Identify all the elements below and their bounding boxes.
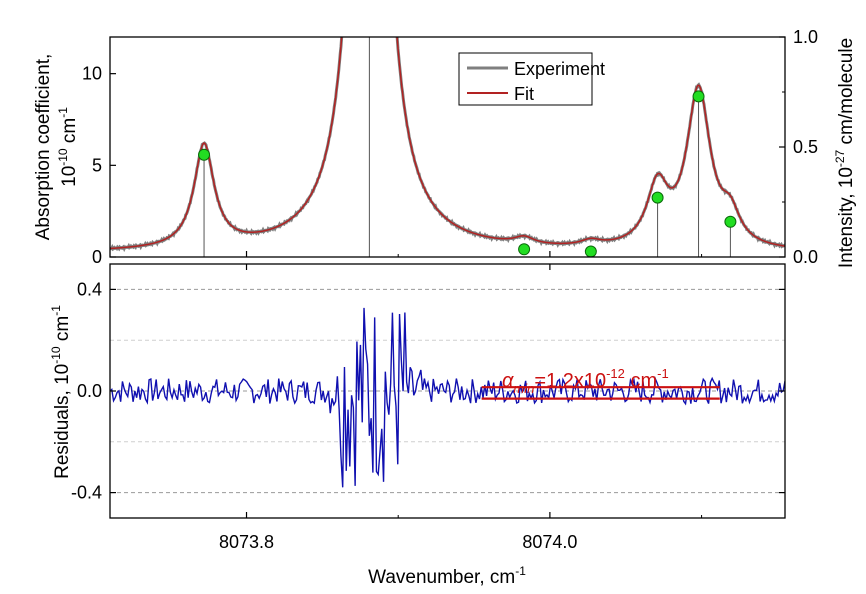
bottom-x-tick-label: 8073.8 bbox=[219, 532, 274, 552]
top-left-tick-label: 10 bbox=[82, 64, 102, 84]
bottom-x-tick-label: 8074.0 bbox=[522, 532, 577, 552]
top-left-tick-label: 5 bbox=[92, 155, 102, 175]
fit-line bbox=[110, 37, 785, 250]
top-left-ylabel-line2: 10-10 cm-1 bbox=[56, 107, 80, 187]
bottom-y-tick-label: 0.4 bbox=[77, 279, 102, 299]
bottom-y-tick-label: 0.0 bbox=[77, 381, 102, 401]
legend: Experiment Fit bbox=[458, 52, 605, 106]
legend-label-experiment: Experiment bbox=[514, 59, 605, 79]
top-left-tick-label: 0 bbox=[92, 247, 102, 267]
top-left-ylabel-line1: Absorption coefficient, bbox=[33, 54, 54, 241]
x-axis-title: Wavenumber, cm-1 bbox=[368, 564, 526, 588]
top-plot-frame bbox=[109, 36, 786, 258]
top-panel: 0 5 10 0.0 0.5 1.0 Experiment Fit Absorption … bbox=[33, 27, 857, 268]
intensity-marker bbox=[584, 245, 597, 257]
intensity-marker bbox=[692, 90, 705, 103]
legend-box bbox=[458, 52, 593, 106]
intensity-marker bbox=[651, 191, 664, 204]
alpha-min-annotation: αmin=1.2x10-12 cm-1 bbox=[502, 366, 669, 396]
top-right-tick-label: 0.5 bbox=[793, 137, 818, 157]
top-right-tick-label: 0.0 bbox=[793, 247, 818, 267]
top-right-ylabel: Intensity, 10-27 cm/molecule bbox=[833, 38, 857, 268]
bottom-ylabel: Residuals, 10-10 cm-1 bbox=[49, 305, 73, 479]
intensity-marker bbox=[198, 148, 211, 161]
intensity-marker bbox=[724, 215, 737, 228]
top-right-tick-label: 1.0 bbox=[793, 27, 818, 47]
bottom-y-tick-label: -0.4 bbox=[71, 483, 102, 503]
bottom-panel: 0.4 0.0 -0.4 8073.8 8074.0 αmin=1.2x10-12 cm… bbox=[49, 263, 786, 588]
intensity-marker bbox=[518, 243, 531, 256]
residuals-line bbox=[110, 307, 785, 488]
legend-label-fit: Fit bbox=[514, 84, 534, 104]
